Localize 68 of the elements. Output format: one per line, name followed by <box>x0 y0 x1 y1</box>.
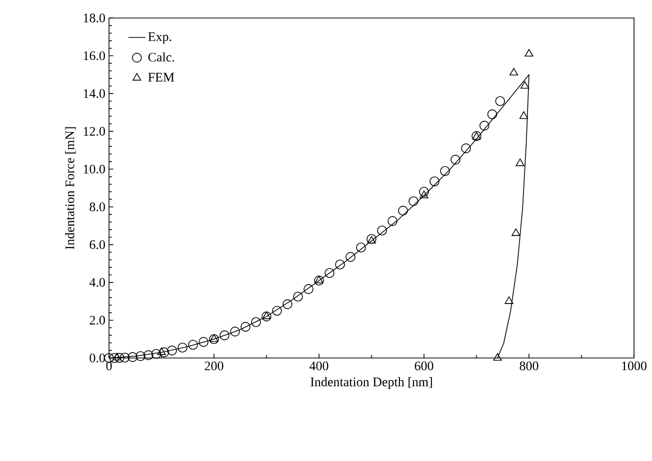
point <box>230 326 240 336</box>
point <box>504 296 514 304</box>
point <box>251 317 261 328</box>
point <box>240 322 250 332</box>
point <box>495 96 506 106</box>
point <box>487 109 498 120</box>
y-tick-label: 4.0 <box>89 278 105 287</box>
point <box>143 350 154 360</box>
point <box>210 334 218 342</box>
point <box>479 120 490 131</box>
point <box>157 347 166 355</box>
point <box>209 334 219 344</box>
y-axis-title: Indentation Force [mN] <box>65 127 76 250</box>
x-tick-label: 200 <box>204 362 224 370</box>
point <box>114 352 124 363</box>
point <box>509 68 518 76</box>
y-tick-label: 2.0 <box>90 316 105 325</box>
point <box>128 352 138 362</box>
point <box>324 268 334 278</box>
point <box>198 337 208 347</box>
point <box>520 81 530 89</box>
point <box>516 158 524 166</box>
point <box>188 340 198 350</box>
point <box>450 154 460 165</box>
point <box>377 226 387 236</box>
point <box>151 348 162 359</box>
point <box>512 228 520 236</box>
point <box>272 306 282 316</box>
x-tick-label: 400 <box>310 362 328 370</box>
y-tick-label: 18.0 <box>84 14 105 22</box>
point <box>159 347 170 358</box>
point <box>167 346 177 356</box>
point <box>398 206 408 216</box>
point <box>430 176 440 186</box>
point <box>109 353 120 363</box>
point <box>419 186 429 197</box>
point <box>420 190 428 198</box>
point <box>120 352 130 363</box>
point <box>408 196 418 206</box>
point <box>388 216 398 226</box>
point <box>293 292 303 302</box>
point <box>136 351 146 362</box>
point <box>440 166 450 176</box>
x-tick-label: 1000 <box>622 362 647 370</box>
point <box>220 330 230 340</box>
point <box>524 48 534 57</box>
y-tick-label: 16.0 <box>84 51 105 60</box>
point <box>282 299 292 310</box>
point <box>461 143 471 154</box>
y-tick-label: 10.0 <box>84 164 105 174</box>
legend-label: FEM <box>148 72 174 82</box>
legend-label: Exp. <box>148 32 172 44</box>
x-axis-title: Indentation Depth [nm] <box>310 377 432 389</box>
point <box>335 260 345 270</box>
point <box>356 242 366 252</box>
legend-label: Calc. <box>148 52 174 62</box>
point <box>519 111 528 119</box>
y-tick-label: 14.0 <box>84 89 105 98</box>
point <box>112 352 122 360</box>
y-tick-label: 6.0 <box>90 240 105 250</box>
y-tick-label: 12.0 <box>84 126 105 136</box>
point <box>304 284 314 294</box>
x-tick-label: 600 <box>414 362 434 370</box>
x-tick-label: 800 <box>520 362 538 370</box>
y-tick-label: 8.0 <box>90 202 105 212</box>
point <box>346 252 356 262</box>
point <box>493 353 502 361</box>
point <box>178 342 188 353</box>
